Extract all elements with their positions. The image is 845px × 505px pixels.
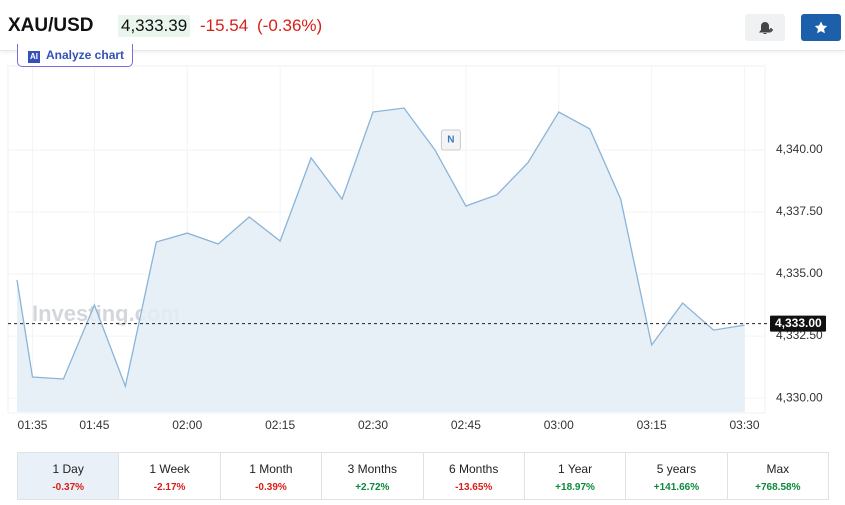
period-label: 1 Year — [558, 462, 593, 476]
x-tick-label: 02:30 — [358, 418, 388, 432]
period-change: +18.97% — [555, 482, 595, 493]
news-marker — [440, 129, 461, 151]
period-label: 3 Months — [347, 462, 397, 476]
current-price-label: 4,333.00 — [775, 316, 822, 330]
period-tab[interactable]: 6 Months -13.65% — [424, 453, 525, 499]
y-tick-label: 4,337.50 — [776, 204, 823, 218]
period-tab[interactable]: 1 Week -2.17% — [119, 453, 221, 499]
x-tick-label: 02:15 — [265, 418, 295, 432]
period-label: 1 Week — [149, 462, 190, 476]
period-change: +768.58% — [755, 482, 801, 493]
x-tick-label: 03:15 — [637, 418, 667, 432]
y-tick-label: 4,340.00 — [776, 142, 823, 156]
current-price-badge — [770, 315, 826, 332]
analyze-chart-button[interactable]: AI Analyze chart — [17, 44, 134, 67]
x-tick-label: 03:30 — [730, 418, 760, 432]
period-tab[interactable]: 5 years +141.66% — [626, 453, 728, 499]
x-tick-label: 01:45 — [79, 418, 109, 432]
period-tabs: 1 Day -0.37% 1 Week -2.17% 1 Month -0.39% 3 Mo… — [17, 452, 829, 500]
x-tick-label: 02:00 — [172, 418, 202, 432]
change-pct: (-0.36%) — [257, 16, 323, 35]
period-tab[interactable]: 1 Day -0.37% — [18, 453, 120, 499]
period-tab[interactable]: 3 Months +2.72% — [322, 453, 424, 499]
period-change: +141.66% — [653, 482, 700, 493]
y-tick-label: 4,330.00 — [776, 390, 823, 404]
price-line — [16, 107, 745, 389]
period-change: -0.39% — [255, 482, 287, 493]
period-change: +2.72% — [355, 482, 390, 493]
period-label: 1 Month — [249, 462, 293, 476]
period-label: 6 Months — [449, 462, 499, 476]
period-change: -2.17% — [153, 482, 186, 493]
header: XAU/USD 4,333.39 -15.54 (-0.36%) — [0, 0, 845, 51]
chart: 4,330.00 4,332.50 4,335.00 4,337.50 4,340.00… — [7, 65, 826, 432]
x-tick-label: 02:45 — [451, 418, 481, 432]
period-tab[interactable]: 1 Month -0.39% — [221, 453, 323, 499]
period-tab[interactable]: 1 Year +18.97% — [525, 453, 627, 499]
period-label: Max — [766, 462, 790, 476]
analyze-chart-label: Analyze chart — [46, 48, 125, 62]
x-tick-label: 01:35 — [17, 418, 47, 432]
price: 4,333.39 — [118, 15, 191, 37]
watchlist-button[interactable] — [801, 14, 841, 41]
alert-button[interactable] — [745, 14, 785, 41]
period-tab[interactable]: Max +768.58% — [728, 453, 828, 499]
x-tick-label: 03:00 — [544, 418, 574, 432]
period-label: 1 Day — [52, 462, 84, 476]
plot-border — [7, 65, 766, 414]
area-fill — [17, 108, 745, 412]
period-change: -0.37% — [52, 482, 85, 493]
period-label: 5 years — [656, 462, 697, 476]
y-tick-label: 4,332.50 — [776, 328, 823, 342]
news-marker-label: N — [447, 135, 454, 146]
change: -15.54 — [200, 16, 249, 35]
y-tick-label: 4,335.00 — [776, 266, 823, 280]
period-change: -13.65% — [455, 482, 493, 493]
symbol: XAU/USD — [8, 15, 94, 36]
